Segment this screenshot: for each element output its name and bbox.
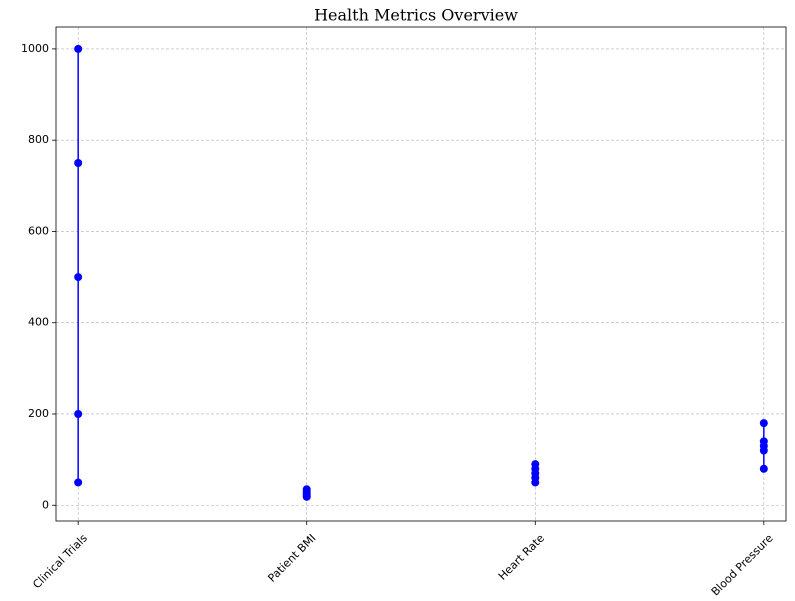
data-point <box>74 409 83 418</box>
y-tick-label: 600 <box>28 224 49 237</box>
data-point <box>759 464 768 473</box>
y-tick-label: 400 <box>28 316 49 329</box>
chart-title: Health Metrics Overview <box>314 6 518 25</box>
y-tick-label: 800 <box>28 133 49 146</box>
data-point <box>759 437 768 446</box>
y-tick-label: 1000 <box>21 42 49 55</box>
y-tick-label: 0 <box>42 498 49 511</box>
y-tick-label: 200 <box>28 407 49 420</box>
data-point <box>302 485 311 494</box>
data-point <box>531 460 540 469</box>
marks-layer <box>74 44 768 501</box>
data-point <box>74 44 83 53</box>
plot-frame <box>55 26 787 522</box>
data-point <box>74 273 83 282</box>
data-point <box>74 158 83 167</box>
data-point <box>74 478 83 487</box>
data-point <box>759 419 768 428</box>
